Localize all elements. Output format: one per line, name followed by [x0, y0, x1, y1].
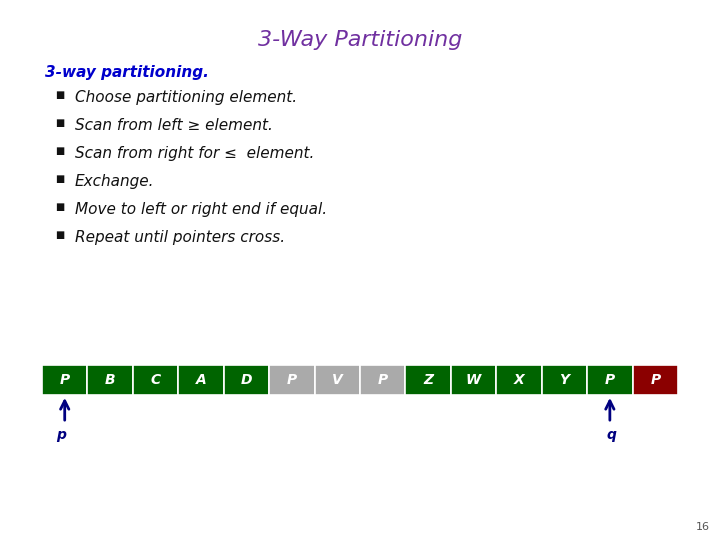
Text: P: P	[605, 373, 615, 387]
Text: ■: ■	[55, 90, 64, 100]
Text: P: P	[650, 373, 660, 387]
Text: Y: Y	[559, 373, 570, 387]
Text: Scan from left ≥ element.: Scan from left ≥ element.	[75, 118, 273, 133]
Bar	[587, 365, 633, 395]
Text: B: B	[105, 373, 115, 387]
Bar	[451, 365, 496, 395]
Bar	[224, 365, 269, 395]
Bar	[496, 365, 541, 395]
Bar	[360, 365, 405, 395]
Text: Scan from right for ≤  element.: Scan from right for ≤ element.	[75, 146, 315, 161]
Bar	[133, 365, 179, 395]
Text: P: P	[287, 373, 297, 387]
Bar	[179, 365, 224, 395]
Text: W: W	[466, 373, 481, 387]
Text: C: C	[150, 373, 161, 387]
Text: 3-way partitioning.: 3-way partitioning.	[45, 65, 209, 80]
Bar	[42, 365, 87, 395]
Bar	[541, 365, 587, 395]
Text: Move to left or right end if equal.: Move to left or right end if equal.	[75, 202, 327, 217]
Text: A: A	[196, 373, 207, 387]
Bar	[269, 365, 315, 395]
Text: ■: ■	[55, 146, 64, 156]
Bar	[87, 365, 133, 395]
Text: 3-Way Partitioning: 3-Way Partitioning	[258, 30, 462, 50]
Text: X: X	[513, 373, 524, 387]
Text: ■: ■	[55, 202, 64, 212]
Text: Z: Z	[423, 373, 433, 387]
Text: V: V	[332, 373, 343, 387]
Bar	[405, 365, 451, 395]
Text: q: q	[607, 428, 617, 442]
Bar	[315, 365, 360, 395]
Text: ■: ■	[55, 174, 64, 184]
Text: P: P	[60, 373, 70, 387]
Text: ■: ■	[55, 118, 64, 128]
Text: D: D	[240, 373, 252, 387]
Text: p: p	[55, 428, 66, 442]
Text: Choose partitioning element.: Choose partitioning element.	[75, 90, 297, 105]
Text: 16: 16	[696, 522, 710, 532]
Text: P: P	[378, 373, 388, 387]
Text: Repeat until pointers cross.: Repeat until pointers cross.	[75, 230, 285, 245]
Text: ■: ■	[55, 230, 64, 240]
Text: Exchange.: Exchange.	[75, 174, 155, 189]
Bar	[633, 365, 678, 395]
